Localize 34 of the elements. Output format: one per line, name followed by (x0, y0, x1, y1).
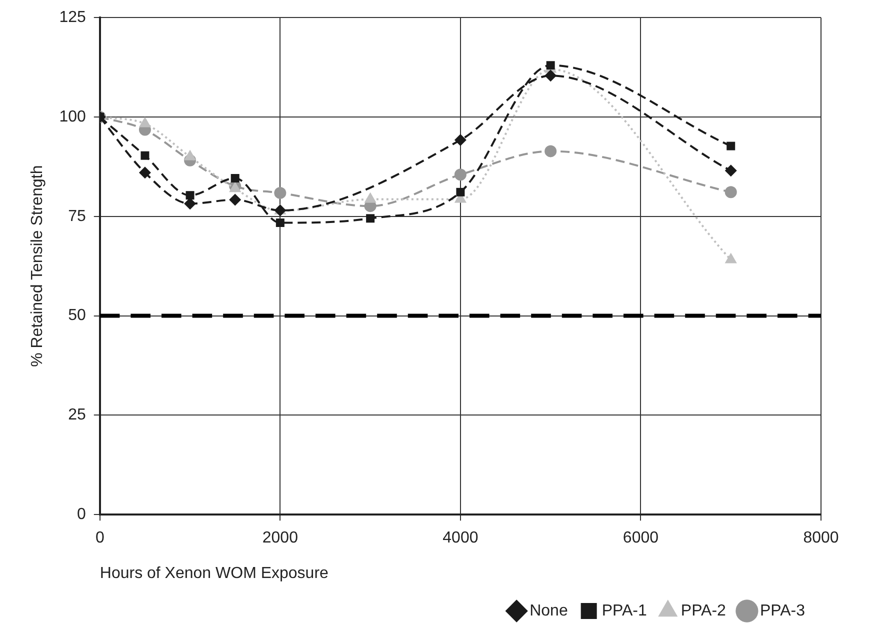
y-tick-label: 100 (59, 108, 86, 126)
legend-label: PPA-1 (602, 602, 647, 620)
y-tick-label: 25 (68, 406, 86, 424)
x-tick-label: 0 (95, 530, 104, 547)
point (724, 186, 737, 198)
point (726, 142, 736, 150)
y-tick-label: 75 (68, 208, 86, 225)
point (274, 186, 286, 199)
x-tick-label: 2000 (262, 530, 298, 547)
point (140, 151, 150, 160)
y-tick-label: 50 (68, 307, 86, 324)
point (229, 194, 242, 206)
x-tick-label: 8000 (803, 530, 839, 547)
point (276, 218, 284, 228)
x-tick-label: 6000 (622, 530, 659, 547)
legend-label: PPA-3 (760, 602, 806, 620)
y-axis-title: % Retained Tensile Strength (29, 165, 46, 367)
y-tick-label: 125 (59, 9, 86, 26)
point (544, 145, 557, 158)
point (546, 61, 555, 70)
point (186, 191, 194, 200)
y-tick-label: 0 (76, 506, 86, 524)
point (366, 214, 375, 223)
point (544, 70, 557, 82)
point (138, 166, 151, 179)
x-tick-label: 4000 (442, 530, 478, 547)
point (230, 174, 240, 182)
legend-label: None (530, 602, 568, 620)
point (456, 188, 465, 196)
legend-label: PPA-2 (680, 602, 726, 620)
point (454, 168, 466, 181)
point (724, 164, 737, 177)
x-axis-title: Hours of Xenon WOM Exposure (100, 564, 329, 582)
point (454, 134, 466, 146)
